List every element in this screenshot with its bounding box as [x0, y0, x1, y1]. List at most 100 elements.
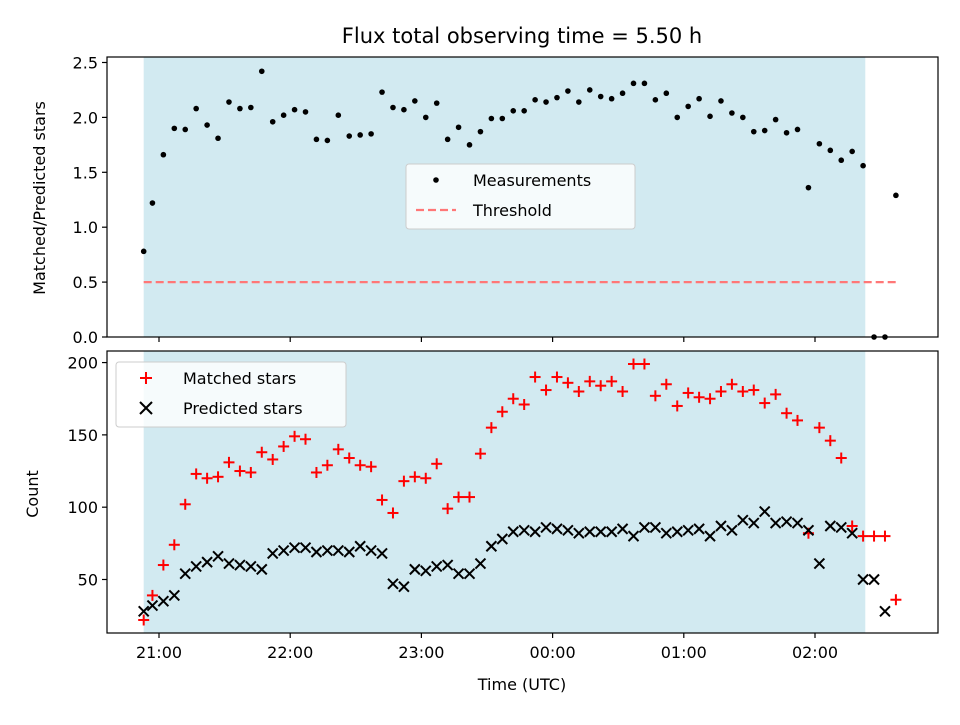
marker-stroke: [474, 557, 487, 570]
predicted-star-marker: [430, 560, 443, 573]
marker-stroke: [452, 568, 465, 580]
legend-box: [405, 163, 636, 230]
predicted-star-marker: [485, 540, 498, 552]
marker-stroke: [201, 556, 213, 568]
measurement-point: [696, 95, 702, 102]
x-tick-label: 21:00: [136, 643, 182, 662]
legend-item: Threshold: [416, 201, 552, 220]
predicted-star-marker: [343, 546, 355, 558]
predicted-star-marker: [321, 544, 334, 557]
predicted-star-marker: [146, 599, 159, 612]
y-tick-label: 2.5: [73, 53, 98, 72]
matched-star-marker: [518, 399, 530, 411]
measurement-point: [412, 98, 418, 104]
marker-stroke: [256, 563, 268, 576]
marker-stroke: [616, 523, 629, 535]
marker-stroke: [299, 541, 312, 554]
measurement-point: [838, 157, 845, 164]
marker-stroke: [627, 530, 640, 542]
matched-star-marker: [660, 378, 672, 390]
measurement-point: [597, 93, 604, 100]
matched-star-marker: [792, 414, 804, 426]
marker-stroke: [398, 581, 410, 593]
matched-star-marker: [332, 443, 344, 455]
matched-star-marker: [420, 472, 432, 484]
legend-label: Predicted stars: [183, 399, 303, 418]
measurement-point: [499, 115, 506, 122]
predicted-star-marker: [540, 521, 552, 534]
matched-star-marker: [138, 614, 150, 626]
matched-star-marker: [267, 453, 279, 465]
predicted-star-marker: [605, 526, 618, 538]
matched-star-marker: [453, 491, 465, 503]
predicted-star-marker: [245, 560, 257, 573]
predicted-star-marker: [682, 524, 694, 537]
predicted-star-marker: [365, 544, 377, 557]
marker-stroke: [737, 514, 749, 526]
matched-star-marker: [704, 393, 716, 405]
matched-star-marker: [606, 375, 618, 387]
y-tick-label: 1.0: [73, 218, 98, 237]
measurement-point: [269, 118, 276, 125]
measurement-point: [619, 90, 626, 97]
measurement-point: [729, 110, 735, 116]
predicted-star-marker: [769, 517, 782, 529]
predicted-star-marker: [157, 595, 170, 607]
matched-star-marker: [234, 465, 246, 477]
marker-stroke: [507, 526, 519, 538]
measurement-point: [335, 112, 342, 118]
matched-star-marker: [573, 385, 585, 397]
marker-stroke: [715, 520, 727, 532]
marker-stroke: [223, 557, 235, 570]
predicted-star-marker: [190, 560, 202, 573]
predicted-star-marker: [879, 605, 891, 618]
matched-star-marker: [146, 589, 158, 601]
measurement-point: [302, 109, 309, 115]
marker-stroke: [584, 526, 596, 538]
matched-star-marker: [464, 491, 476, 503]
predicted-star-marker: [376, 547, 388, 560]
matched-star-marker: [321, 459, 333, 471]
legend-label: Matched stars: [183, 369, 296, 388]
marker-stroke: [168, 589, 181, 602]
predicted-star-marker: [857, 573, 869, 586]
marker-stroke: [682, 524, 694, 537]
marker-stroke: [354, 540, 366, 552]
measurement-point: [718, 98, 724, 104]
predicted-star-marker: [638, 521, 651, 534]
measurement-point: [477, 128, 484, 135]
matched-star-marker: [223, 456, 235, 468]
matched-star-marker: [409, 471, 421, 483]
marker-stroke: [146, 599, 159, 612]
matched-star-marker: [890, 594, 902, 606]
matched-star-marker: [387, 507, 399, 519]
marker-stroke: [748, 517, 760, 529]
matched-star-marker: [584, 375, 596, 387]
predicted-star-marker: [627, 530, 640, 542]
matched-star-marker: [857, 530, 869, 542]
measurement-point: [346, 133, 353, 139]
legend: Measurements Threshold: [405, 163, 636, 230]
matched-star-marker: [551, 371, 563, 383]
matched-star-marker: [300, 433, 312, 445]
predicted-star-marker: [562, 524, 574, 537]
marker-stroke: [551, 523, 563, 535]
matched-star-marker: [540, 384, 552, 396]
marker-stroke: [137, 605, 150, 618]
measurement-point: [313, 136, 320, 143]
measurement-point: [608, 95, 615, 102]
measurement-point: [849, 148, 855, 155]
predicted-star-marker: [137, 605, 150, 618]
predicted-star-marker: [452, 568, 465, 580]
predicted-star-marker: [715, 520, 727, 532]
measurement-point: [140, 248, 147, 255]
marker-stroke: [879, 605, 891, 618]
predicted-star-marker: [223, 557, 235, 570]
matched-star-marker: [343, 452, 355, 464]
matched-star-marker: [474, 448, 486, 460]
measurement-point: [565, 88, 571, 94]
measurement-point: [586, 87, 593, 93]
predicted-star-marker: [474, 557, 487, 570]
predicted-star-marker: [212, 550, 224, 563]
measurement-point: [674, 114, 681, 121]
